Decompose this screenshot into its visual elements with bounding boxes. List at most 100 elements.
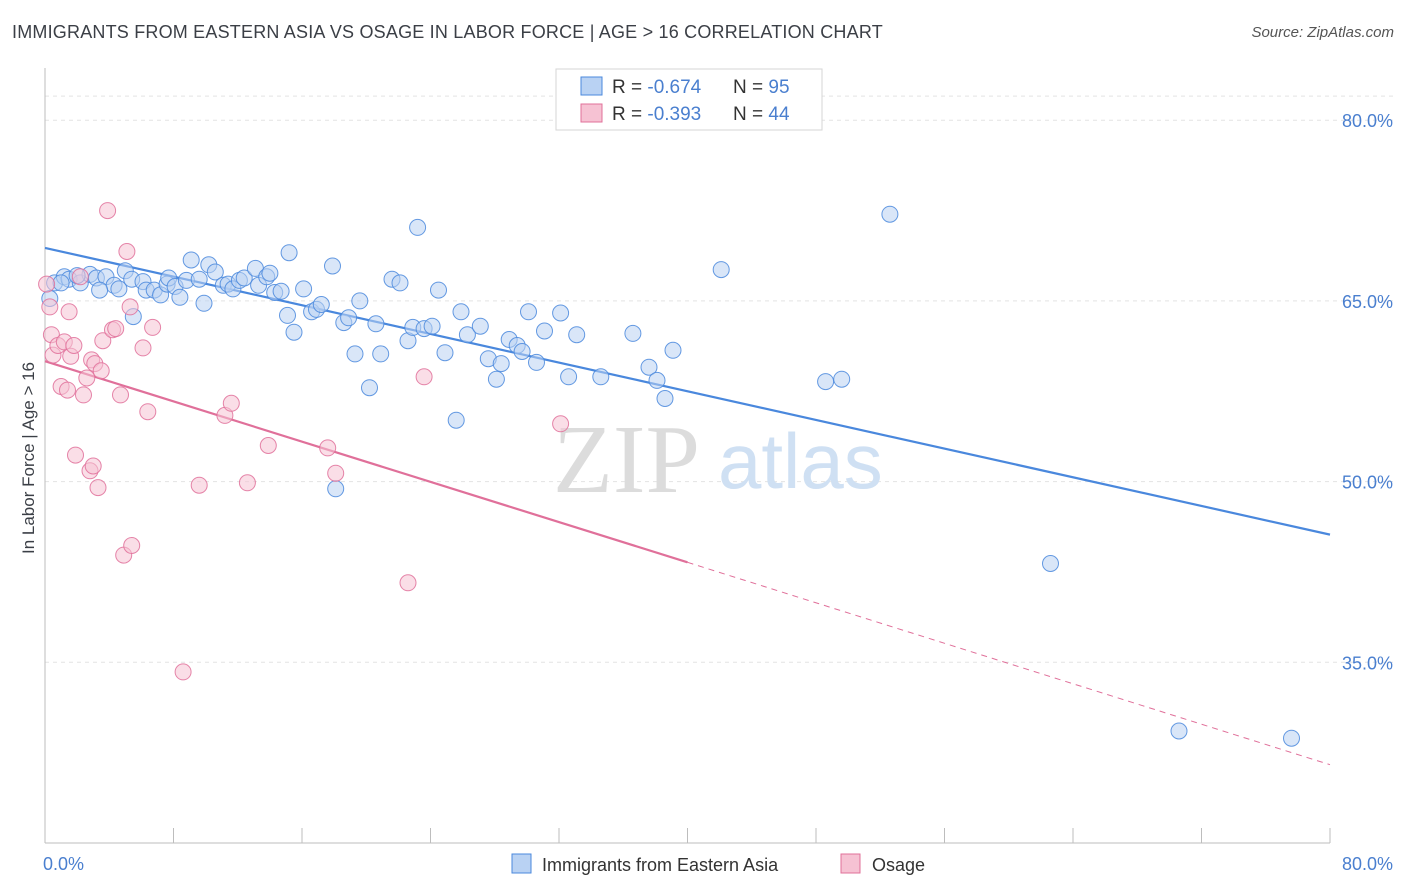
y-tick-label: 80.0%	[1342, 111, 1393, 131]
point-eastern-asia	[312, 296, 330, 313]
point-eastern-asia	[110, 280, 128, 298]
point-eastern-asia	[528, 353, 545, 371]
point-osage	[259, 437, 277, 454]
point-osage	[67, 446, 84, 464]
axes	[44, 68, 1331, 844]
y-tick-label: 35.0%	[1342, 653, 1393, 673]
point-eastern-asia	[624, 324, 642, 342]
point-osage	[112, 386, 129, 404]
point-osage	[71, 268, 89, 286]
point-eastern-asia	[656, 390, 674, 407]
point-eastern-asia	[340, 309, 358, 327]
point-osage	[78, 369, 96, 387]
grid-lines	[45, 95, 1395, 663]
legend-top: R = -0.674 N = 95 R = -0.393 N = 44	[555, 68, 823, 131]
point-eastern-asia	[324, 257, 341, 275]
data-points	[38, 202, 1300, 747]
point-osage	[327, 464, 345, 482]
point-eastern-asia	[91, 281, 109, 299]
point-osage	[121, 298, 139, 316]
svg-text:N = 95: N = 95	[733, 77, 790, 98]
point-eastern-asia	[560, 368, 578, 386]
point-eastern-asia	[436, 344, 454, 362]
point-eastern-asia	[452, 303, 470, 321]
point-eastern-asia	[279, 306, 296, 324]
point-eastern-asia	[648, 371, 666, 389]
point-eastern-asia	[1170, 722, 1188, 740]
point-osage	[65, 337, 83, 354]
point-eastern-asia	[206, 263, 224, 281]
legend-bottom-swatch-blue	[511, 853, 532, 874]
point-eastern-asia	[458, 326, 476, 344]
point-osage	[107, 320, 125, 338]
legend-n-label: N =	[733, 77, 768, 98]
point-eastern-asia	[536, 322, 553, 340]
legend-r-value: -0.674	[647, 77, 701, 98]
svg-text:N = 44: N = 44	[733, 104, 790, 125]
legend-bottom-swatch-pink	[840, 853, 861, 874]
point-eastern-asia	[423, 317, 441, 335]
point-eastern-asia	[1042, 555, 1059, 572]
legend-n-value: 44	[768, 104, 790, 125]
point-osage	[75, 386, 92, 404]
point-osage	[174, 663, 192, 681]
point-osage	[222, 394, 240, 412]
point-osage	[92, 362, 110, 380]
trend-lines	[44, 246, 1331, 766]
point-eastern-asia	[492, 355, 510, 373]
legend-r-label: R =	[612, 104, 647, 125]
point-eastern-asia	[712, 261, 730, 279]
x-tick-label: 80.0%	[1342, 854, 1393, 874]
legend-r-value: -0.393	[647, 104, 701, 125]
svg-text:R = -0.674: R = -0.674	[612, 77, 702, 98]
trend-line-eastern-asia	[44, 246, 1331, 536]
tick-labels: 35.0% 50.0% 65.0% 80.0% 0.0% 80.0%	[43, 111, 1393, 874]
point-eastern-asia	[409, 218, 427, 236]
legend-bottom: Immigrants from Eastern Asia Osage	[511, 853, 925, 875]
point-osage	[399, 574, 417, 592]
legend-swatch-pink	[580, 103, 603, 123]
point-osage	[99, 202, 117, 220]
point-eastern-asia	[471, 317, 489, 335]
point-osage	[38, 275, 56, 293]
watermark-zip: ZIP	[553, 406, 700, 514]
svg-text:R = -0.393: R = -0.393	[612, 104, 701, 125]
point-eastern-asia	[487, 370, 505, 388]
point-eastern-asia	[235, 269, 253, 287]
point-eastern-asia	[285, 323, 303, 341]
point-eastern-asia	[272, 282, 290, 300]
point-eastern-asia	[568, 326, 586, 344]
point-osage	[319, 439, 337, 457]
point-osage	[59, 381, 76, 399]
point-osage	[552, 415, 570, 433]
source-label: Source: ZipAtlas.com	[1251, 24, 1394, 41]
point-osage	[144, 318, 162, 336]
y-tick-label: 50.0%	[1342, 473, 1393, 493]
point-eastern-asia	[171, 288, 189, 306]
point-eastern-asia	[351, 292, 369, 310]
watermark-atlas: atlas	[718, 417, 883, 505]
legend-series-2: Osage	[872, 855, 925, 875]
point-eastern-asia	[513, 343, 531, 360]
trend-line-osage	[44, 360, 688, 564]
point-eastern-asia	[182, 251, 200, 269]
legend-series-1: Immigrants from Eastern Asia	[542, 855, 779, 875]
y-axis-label: In Labor Force | Age > 16	[19, 362, 38, 554]
point-osage	[84, 457, 102, 475]
trend-line-osage-extension	[687, 561, 1331, 766]
point-eastern-asia	[327, 480, 345, 498]
point-eastern-asia	[261, 264, 279, 282]
point-eastern-asia	[592, 368, 610, 386]
point-eastern-asia	[552, 304, 570, 322]
point-eastern-asia	[280, 244, 298, 262]
point-osage	[238, 474, 256, 492]
point-eastern-asia	[372, 345, 390, 363]
point-osage	[415, 368, 433, 386]
legend-swatch-blue	[580, 76, 603, 96]
point-eastern-asia	[52, 274, 70, 292]
point-osage	[41, 298, 59, 316]
point-eastern-asia	[190, 270, 208, 288]
point-osage	[134, 339, 152, 357]
point-eastern-asia	[640, 358, 658, 376]
